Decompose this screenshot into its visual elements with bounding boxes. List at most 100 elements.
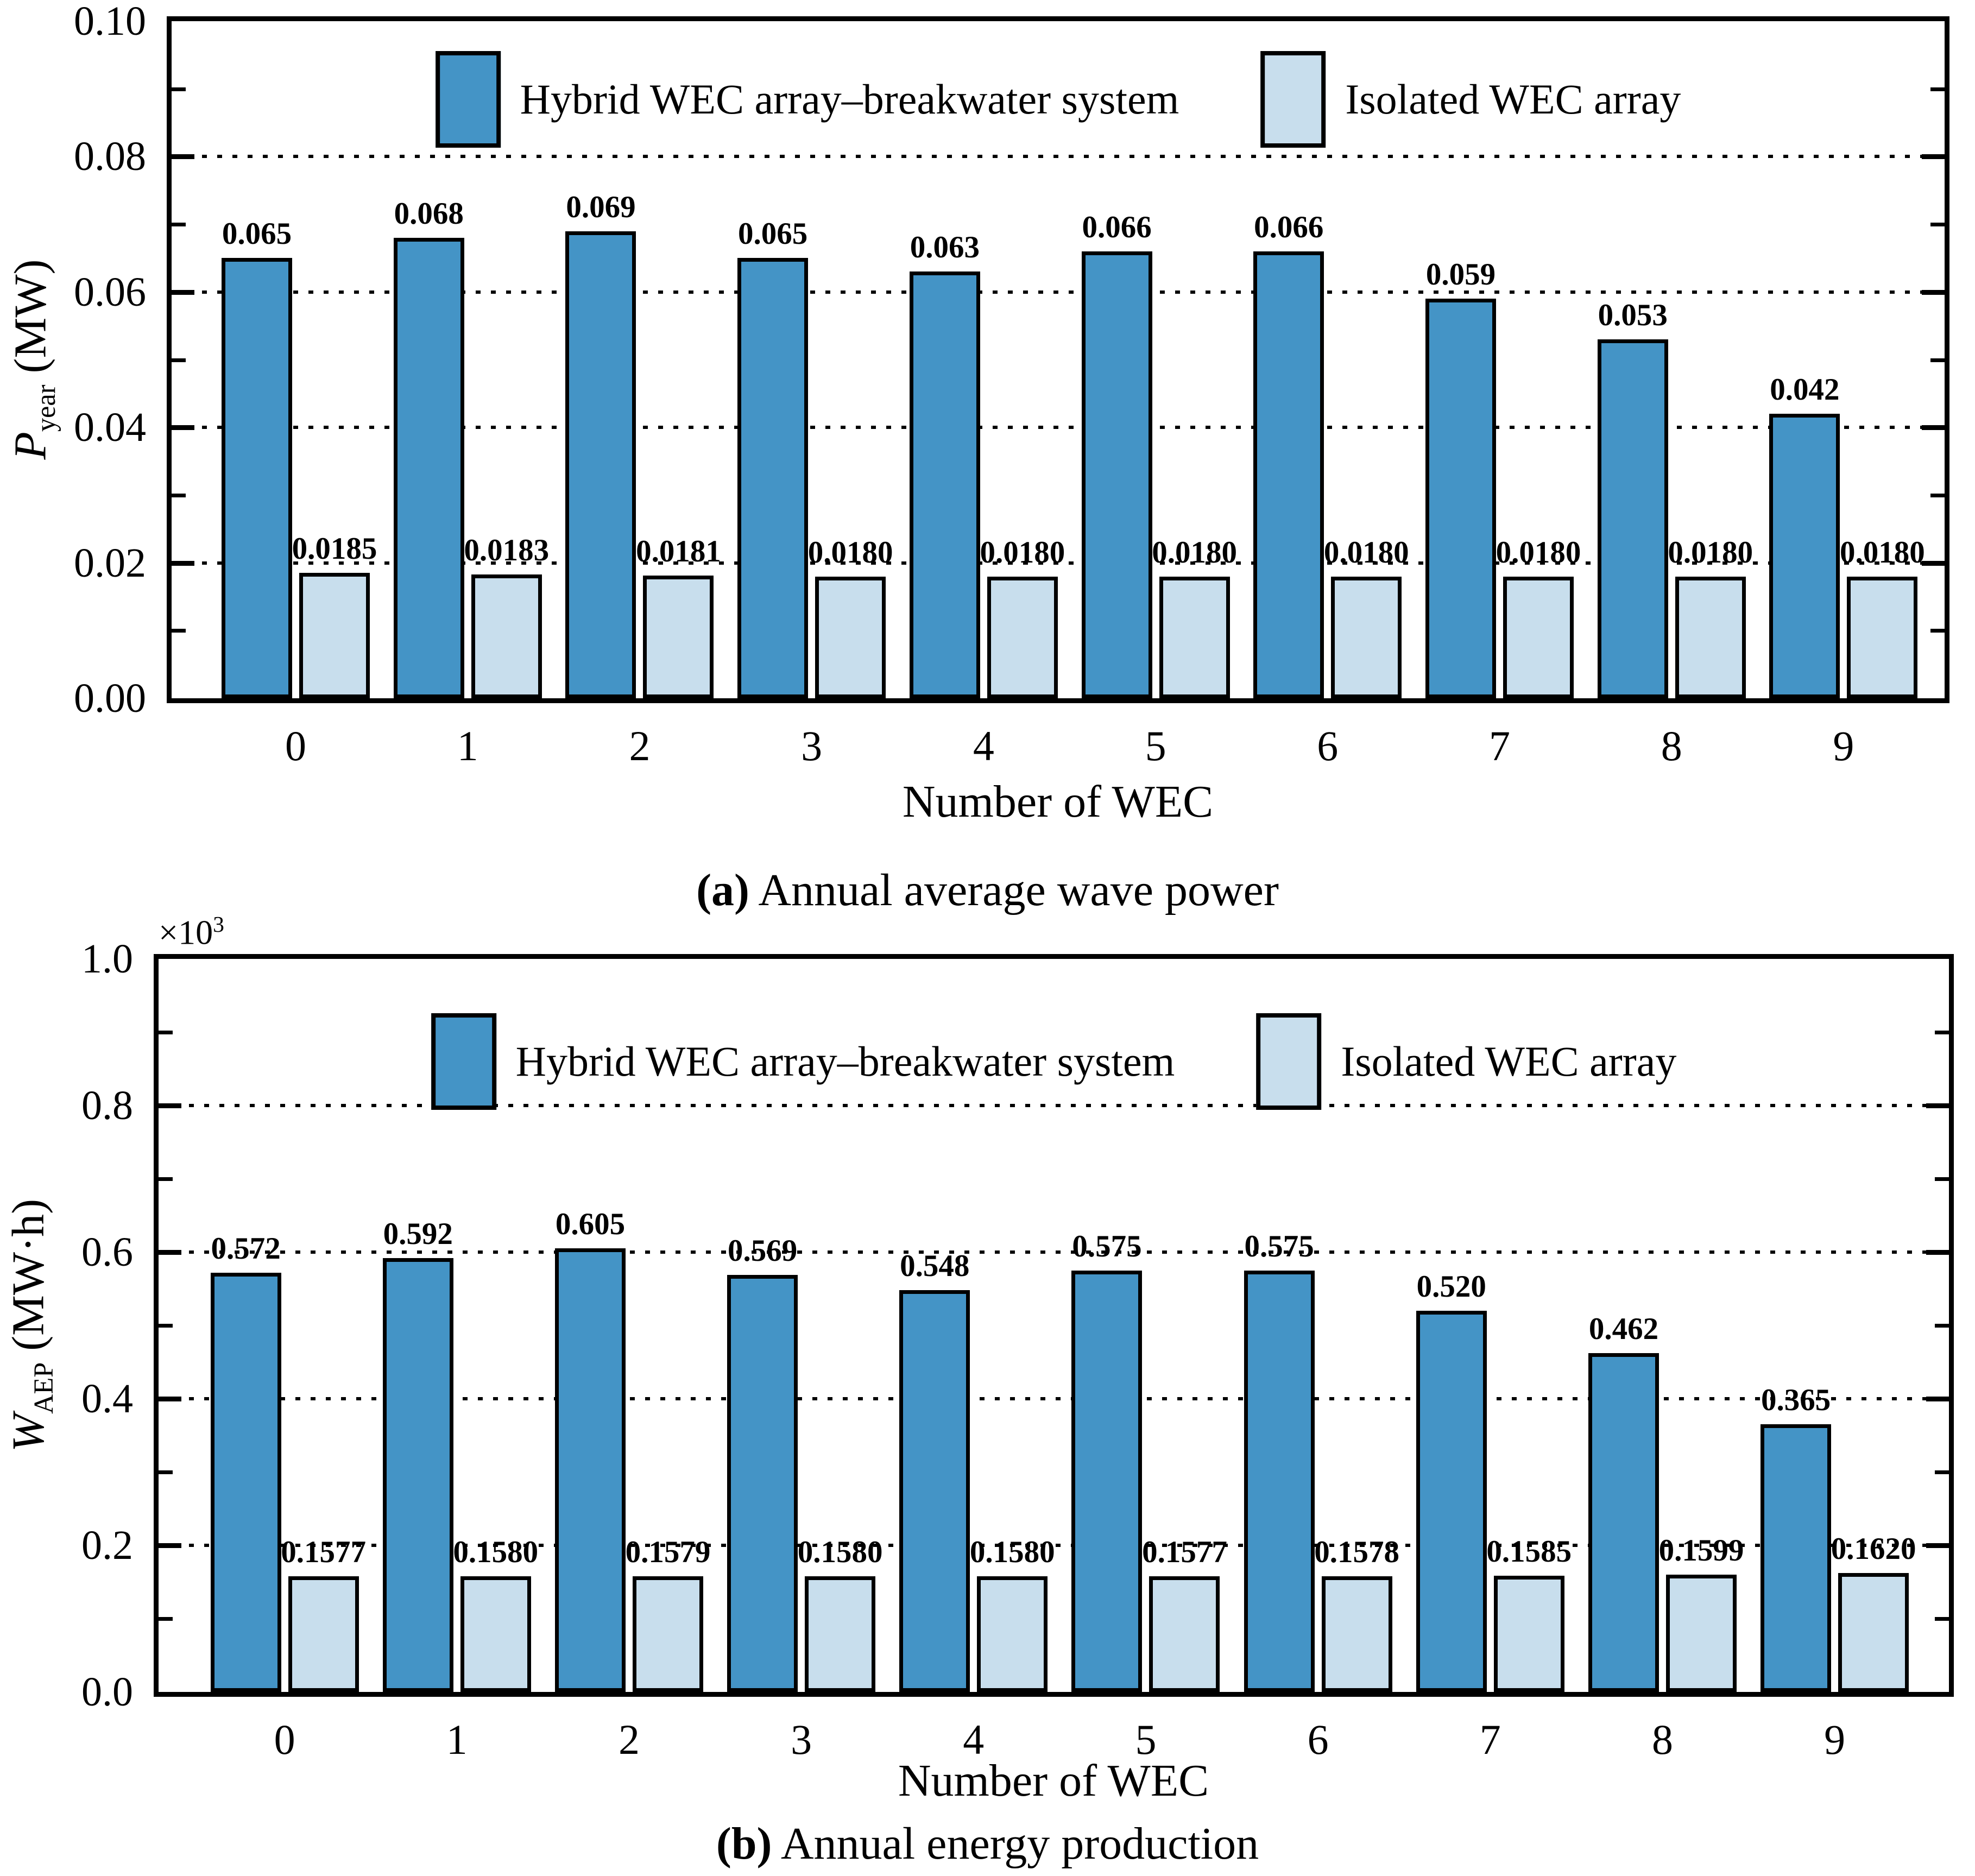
bar-value-label: 0.0180 [1496,535,1581,570]
bar-value-label: 0.462 [1588,1312,1659,1347]
bar-value-label: 0.1585 [1486,1534,1572,1569]
legend-label-hybrid: Hybrid WEC array–breakwater system [515,1038,1175,1085]
x-tick-label: 3 [791,1716,812,1763]
minor-tick [1935,1470,1949,1474]
x-tick-label: 6 [1317,722,1339,769]
x-axis-label-b: Number of WEC [898,1755,1209,1806]
major-tick [172,560,194,566]
legend-a: Hybrid WEC array–breakwater system Isola… [435,51,1681,148]
major-tick [1922,154,1945,160]
x-tick-label: 8 [1651,1716,1673,1763]
x-tick-label: 9 [1824,1716,1846,1763]
gridline [159,1544,1949,1547]
bar-isolated-b-4 [977,1576,1048,1692]
bar-value-label: 0.0180 [807,535,893,570]
minor-tick [172,629,186,633]
bar-value-label: 0.059 [1425,257,1496,292]
minor-tick [172,358,186,362]
bar-value-label: 0.0180 [1668,535,1753,570]
legend-label-isolated: Isolated WEC array [1345,75,1681,123]
y-axis-multiplier-b: ×103 [159,913,224,950]
gridline [172,426,1945,429]
bar-value-label: 0.1580 [797,1534,883,1569]
caption-letter-b: (b) [716,1818,772,1869]
bar-isolated-b-6 [1321,1576,1392,1692]
major-tick [1926,1543,1949,1548]
bar-value-label: 0.066 [1254,210,1324,244]
minor-tick [159,1031,173,1034]
bar-hybrid-b-1 [382,1258,453,1692]
minor-tick [1930,493,1945,497]
major-tick [1926,1103,1949,1108]
bar-value-label: 0.063 [910,230,980,265]
caption-a: (a) Annual average wave power [0,864,1975,917]
caption-text-b: Annual energy production [772,1818,1259,1869]
major-tick [159,1103,181,1108]
bar-value-label: 0.053 [1598,298,1668,333]
minor-tick [1930,87,1945,91]
major-tick [1922,289,1945,295]
x-tick-label: 1 [457,722,478,769]
bar-value-label: 0.0181 [636,534,721,569]
bar-isolated-a-3 [815,576,886,698]
x-tick-label: 2 [629,722,651,769]
bar-value-label: 0.520 [1416,1269,1486,1304]
x-tick-label: 5 [1145,722,1166,769]
minor-tick [159,1617,173,1621]
bar-value-label: 0.066 [1082,210,1152,244]
bar-hybrid-a-3 [737,258,809,698]
minor-tick [159,1470,173,1474]
bar-isolated-b-3 [805,1576,876,1692]
legend-label-hybrid: Hybrid WEC array–breakwater system [520,75,1179,123]
multiplier-exponent: 3 [213,912,224,937]
legend-entry-isolated: Isolated WEC array [1256,1013,1676,1110]
bar-value-label: 0.1577 [281,1535,366,1570]
major-tick [172,289,194,295]
y-tick-label: 0.6 [81,1229,133,1275]
bar-hybrid-b-4 [899,1290,970,1692]
legend-swatch-hybrid-icon [435,51,501,148]
gridline [159,1397,1949,1400]
major-tick [1926,1397,1949,1401]
major-tick [1922,560,1945,566]
bar-isolated-b-1 [460,1576,531,1692]
legend-swatch-hybrid-icon [431,1013,496,1110]
x-tick-label: 2 [618,1716,640,1763]
gridline [172,155,1945,159]
gridline [172,290,1945,294]
legend-entry-hybrid: Hybrid WEC array–breakwater system [435,51,1179,148]
bar-isolated-b-7 [1493,1576,1564,1692]
bar-value-label: 0.1580 [453,1534,539,1569]
bar-hybrid-b-2 [554,1248,626,1692]
bar-value-label: 0.605 [555,1207,626,1242]
minor-tick [172,87,186,91]
y-tick-label: 0.06 [74,269,146,315]
major-tick [172,425,194,431]
bar-isolated-b-0 [288,1576,359,1692]
bar-hybrid-a-1 [393,238,464,698]
y-tick-label: 0.00 [74,675,146,721]
multiplier-base: ×10 [159,913,213,952]
minor-tick [1930,223,1945,227]
bar-hybrid-a-7 [1425,299,1496,698]
bar-hybrid-b-3 [727,1274,798,1692]
bar-value-label: 0.1580 [969,1534,1055,1569]
caption-text-a: Annual average wave power [749,865,1279,915]
gridline [172,561,1945,565]
legend-entry-isolated: Isolated WEC array [1260,51,1681,148]
x-tick-label: 7 [1479,1716,1501,1763]
bar-value-label: 0.1577 [1142,1535,1227,1570]
x-tick-label: 5 [1135,1716,1157,1763]
y-tick-label: 1.0 [81,936,133,982]
x-tick-label: 8 [1661,722,1682,769]
minor-tick [1935,1324,1949,1328]
bar-isolated-a-0 [299,573,370,698]
bar-value-label: 0.065 [222,217,292,251]
bar-hybrid-a-6 [1253,251,1324,698]
bar-value-label: 0.1620 [1831,1532,1916,1567]
x-tick-label: 9 [1833,722,1854,769]
bar-value-label: 0.1579 [625,1534,711,1569]
caption-b: (b) Annual energy production [0,1818,1975,1871]
y-tick-label: 0.2 [81,1523,133,1568]
